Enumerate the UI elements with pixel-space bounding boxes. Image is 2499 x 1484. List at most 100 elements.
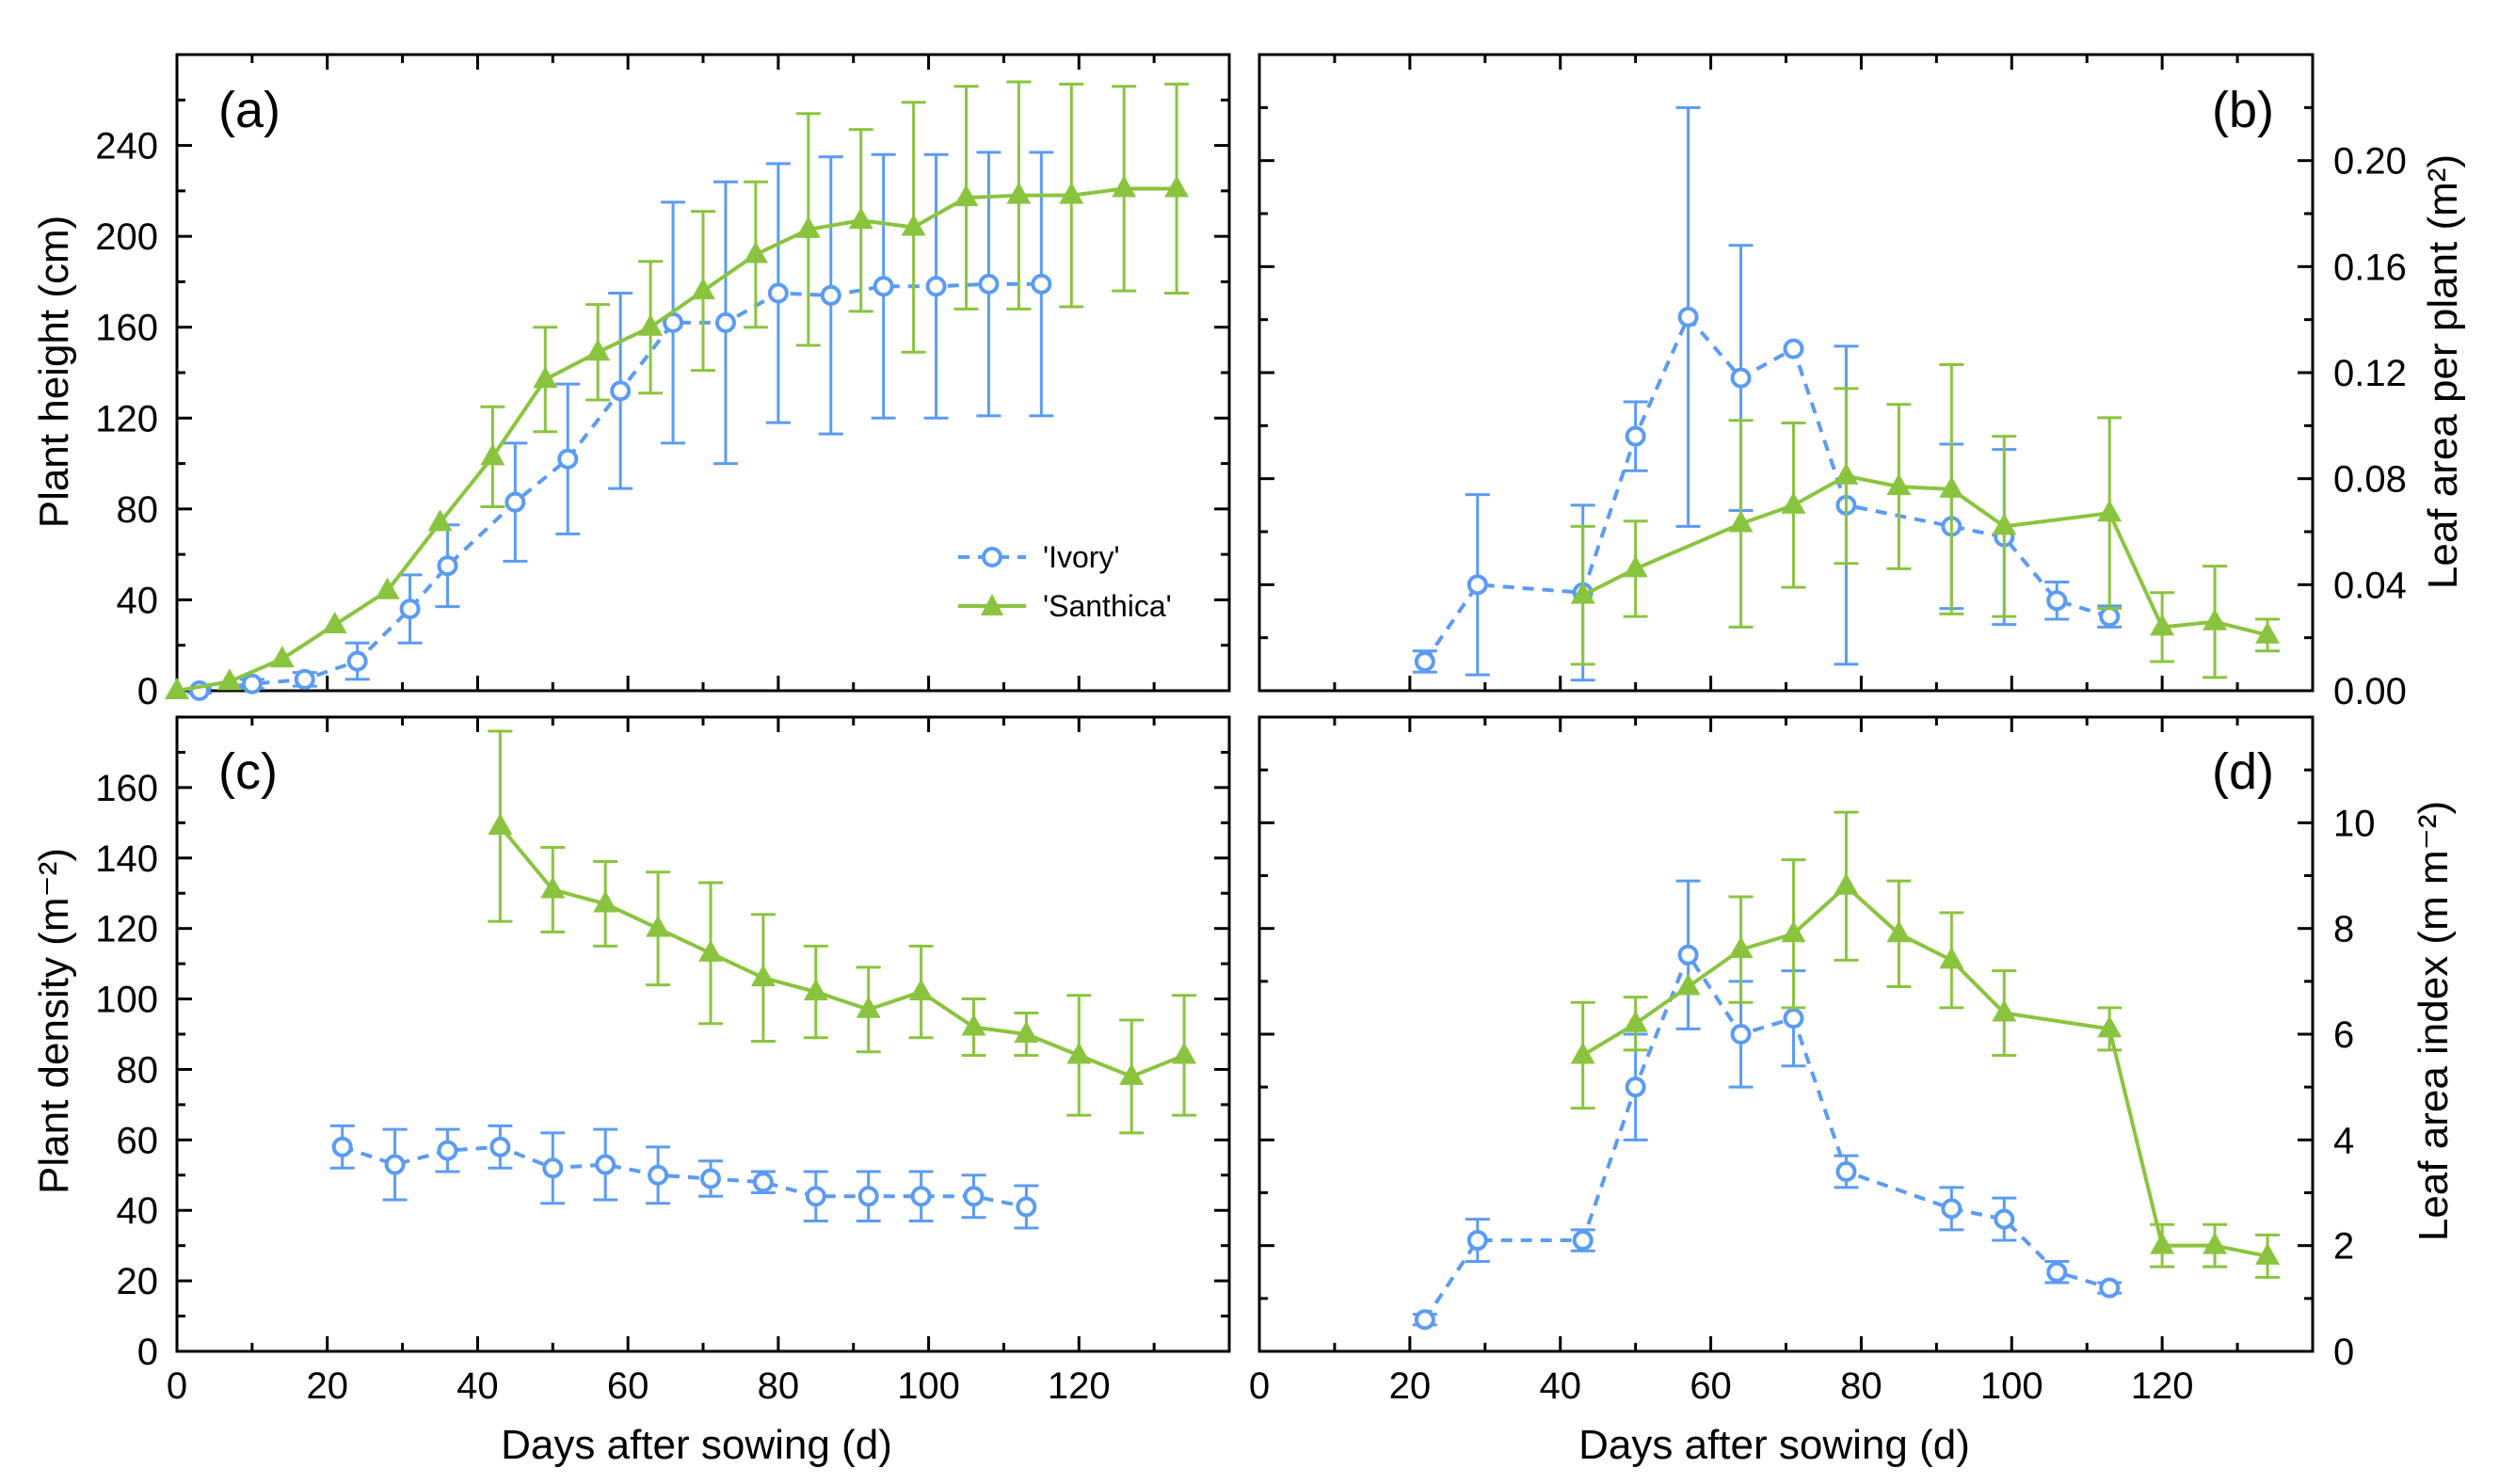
x-tick-label: 80 <box>1840 1365 1882 1407</box>
data-point <box>1886 473 1912 496</box>
data-point <box>1572 1230 1594 1252</box>
y-tick-label: 0.12 <box>2333 353 2407 394</box>
panel-c-ylabel: Plant density (m⁻²) <box>31 848 77 1194</box>
santhica-series <box>1570 363 2281 679</box>
y-tick-label: 200 <box>95 216 158 258</box>
panel-b: 0.00 0.04 0.08 0.12 0.16 0.20 (b) Leaf area p… <box>1258 53 2466 712</box>
panel-d-xlabel: Days after sowing (d) <box>1578 1422 1970 1468</box>
panel-d-ylabel: Leaf area index (m m⁻²) <box>2411 801 2457 1241</box>
data-point <box>953 184 979 207</box>
x-tick-label: 40 <box>457 1365 499 1407</box>
data-point <box>1623 1010 1648 1032</box>
y-tick-label: 100 <box>95 980 158 1021</box>
panel-a-letter: (a) <box>218 82 280 138</box>
ivory-series <box>186 151 1054 701</box>
legend-ivory-marker <box>982 547 1002 567</box>
data-point <box>743 241 768 263</box>
legend-santhica-marker <box>981 594 1003 615</box>
plot-frame <box>1258 53 2315 693</box>
y-tick-label: 4 <box>2333 1120 2354 1161</box>
y-tick-label: 10 <box>2333 803 2376 844</box>
plot-frame <box>1258 715 2315 1353</box>
data-point <box>697 939 723 962</box>
panel-c-letter: (c) <box>218 743 278 800</box>
data-point <box>488 813 513 836</box>
data-point <box>2203 1232 2228 1254</box>
data-point <box>2255 1242 2281 1265</box>
data-point <box>1728 510 1754 533</box>
y-tick-label: 20 <box>117 1261 159 1302</box>
data-point <box>2099 1277 2121 1299</box>
data-point <box>1781 491 1806 514</box>
series-line <box>498 824 1185 1078</box>
x-tick-label: 0 <box>1249 1365 1270 1407</box>
legend-santhica-label: 'Santhica' <box>1043 589 1172 623</box>
data-point <box>1992 513 2017 535</box>
data-point <box>1728 936 1754 959</box>
data-point <box>595 1154 617 1175</box>
data-point <box>331 1136 353 1157</box>
data-point <box>2046 590 2068 612</box>
y-tick-label: 0.00 <box>2333 671 2407 712</box>
data-point <box>165 678 189 699</box>
data-point <box>646 915 671 937</box>
data-point <box>901 214 926 236</box>
data-point <box>691 278 715 300</box>
x-tick-label: 100 <box>897 1365 960 1407</box>
data-point <box>593 890 618 913</box>
data-point <box>399 598 421 620</box>
data-point <box>1730 367 1752 389</box>
y-tick-label: 0 <box>137 1332 158 1373</box>
data-point <box>1066 1042 1092 1064</box>
x-tick-label: 120 <box>2131 1365 2194 1407</box>
data-point <box>1119 1062 1145 1085</box>
panel-b-plot: 0.00 0.04 0.08 0.12 0.16 0.20 <box>1258 53 2407 712</box>
y-tick-label: 0 <box>137 671 158 712</box>
data-point <box>1677 306 1699 327</box>
santhica-series <box>488 729 1197 1135</box>
data-point <box>925 276 947 297</box>
series-line <box>176 186 1177 693</box>
data-point <box>1939 475 1964 498</box>
data-point <box>2203 608 2228 630</box>
data-point <box>714 311 736 333</box>
x-tick-label: 20 <box>306 1365 348 1407</box>
x-tick-label: 60 <box>1690 1365 1732 1407</box>
data-point <box>2099 606 2121 628</box>
data-point <box>437 1140 458 1161</box>
y-tick-label: 40 <box>117 1190 159 1232</box>
data-point <box>1164 175 1190 198</box>
x-tick-label: 60 <box>607 1365 649 1407</box>
panel-a-plot: 0 40 80 120 160 200 240 <box>95 53 1231 712</box>
data-point <box>663 311 684 333</box>
data-point <box>795 215 821 238</box>
y-tick-label: 0.16 <box>2333 247 2407 288</box>
data-point <box>1625 1077 1646 1098</box>
y-tick-label: 0.08 <box>2333 459 2407 501</box>
data-point <box>699 1168 721 1189</box>
data-point <box>1016 1196 1037 1218</box>
data-point <box>1886 920 1912 943</box>
data-point <box>1834 462 1859 485</box>
data-point <box>1112 175 1137 198</box>
data-point <box>1781 920 1806 943</box>
data-point <box>963 1186 985 1207</box>
data-point <box>294 668 315 690</box>
data-point <box>1677 944 1699 965</box>
ivory-series <box>1412 879 2123 1331</box>
data-point <box>803 979 828 1001</box>
data-point <box>752 1172 774 1193</box>
data-point <box>2097 1015 2123 1038</box>
ivory-series <box>1412 105 2123 682</box>
x-tick-label: 80 <box>758 1365 800 1407</box>
data-point <box>1939 947 1964 969</box>
y-tick-label: 8 <box>2333 909 2354 950</box>
data-point <box>1414 651 1435 673</box>
data-point <box>427 509 453 532</box>
y-tick-label: 120 <box>95 398 158 439</box>
data-point <box>750 965 776 987</box>
y-tick-label: 80 <box>117 489 159 531</box>
data-point <box>978 273 1000 295</box>
